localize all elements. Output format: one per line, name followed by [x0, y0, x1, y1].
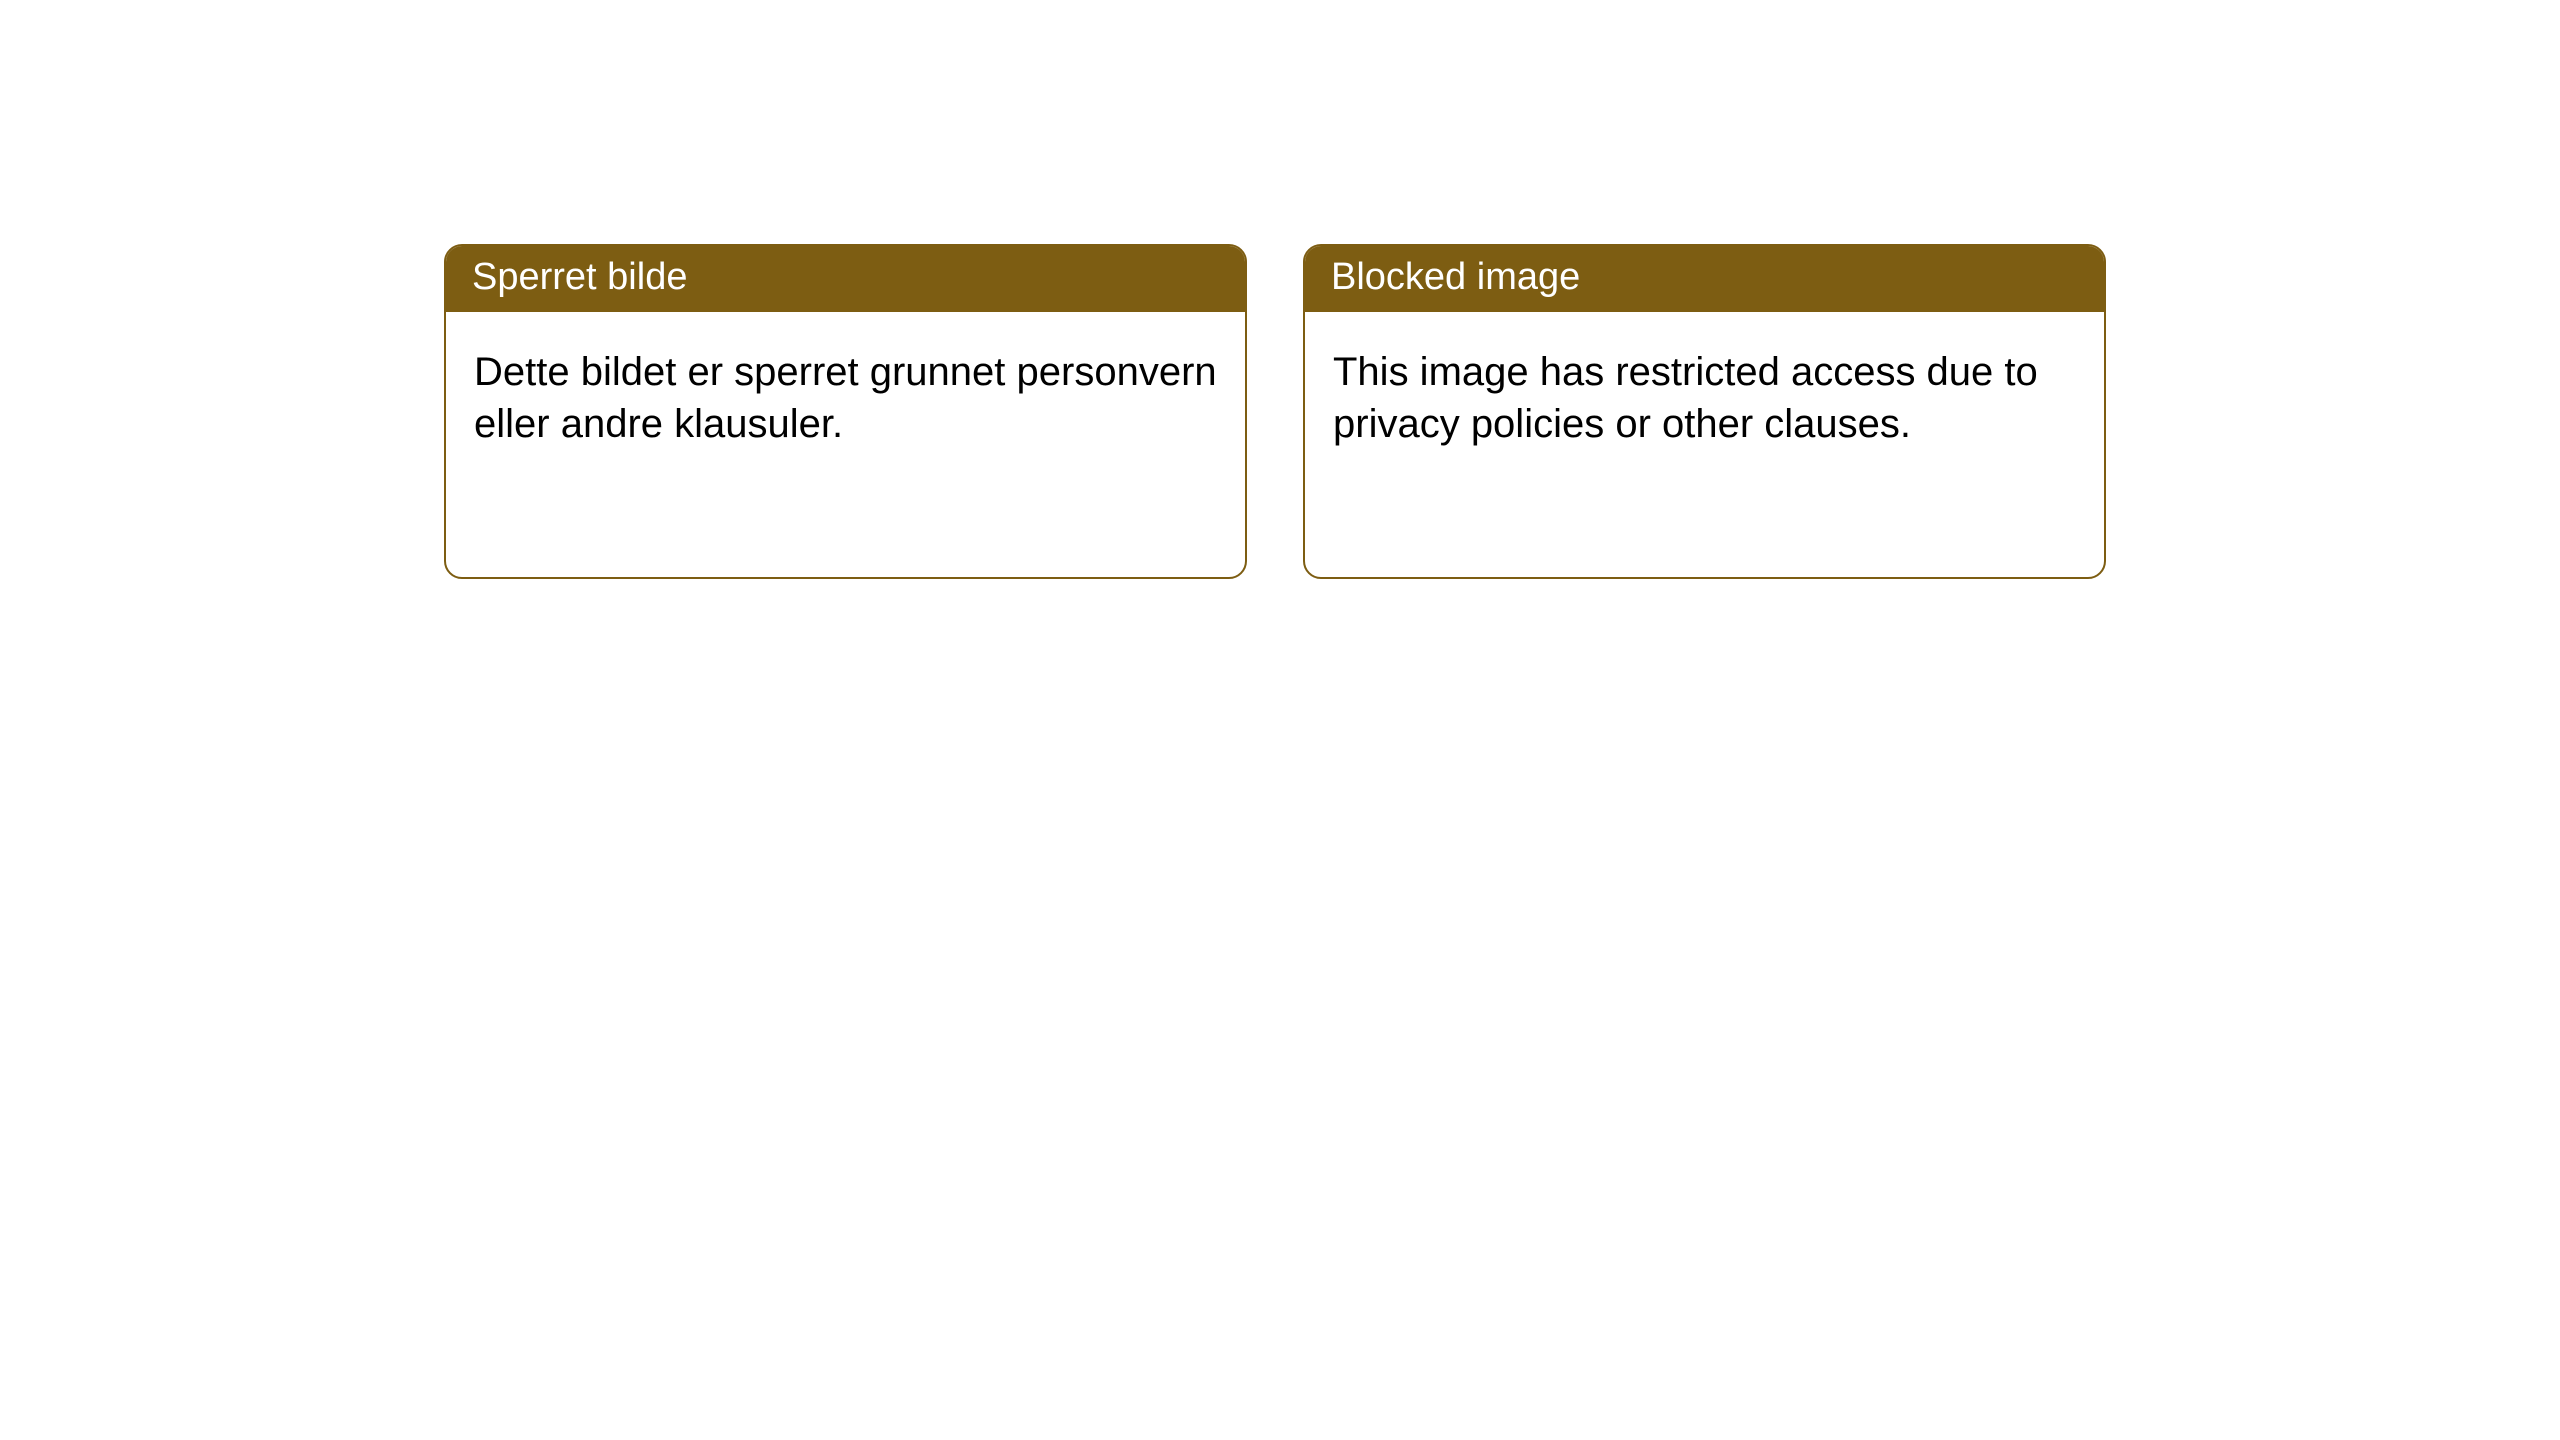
notice-card-title-no: Sperret bilde [446, 246, 1245, 312]
notice-card-no: Sperret bilde Dette bildet er sperret gr… [444, 244, 1247, 579]
notice-card-en: Blocked image This image has restricted … [1303, 244, 2106, 579]
notice-card-title-en: Blocked image [1305, 246, 2104, 312]
notice-cards-row: Sperret bilde Dette bildet er sperret gr… [0, 0, 2560, 579]
notice-card-body-en: This image has restricted access due to … [1305, 312, 2104, 484]
notice-card-body-no: Dette bildet er sperret grunnet personve… [446, 312, 1245, 484]
